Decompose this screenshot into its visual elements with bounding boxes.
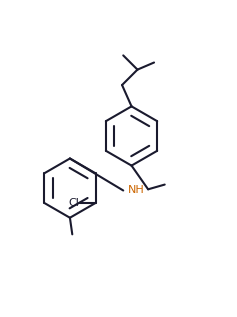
Text: Cl: Cl — [68, 198, 79, 208]
Text: NH: NH — [128, 185, 145, 196]
